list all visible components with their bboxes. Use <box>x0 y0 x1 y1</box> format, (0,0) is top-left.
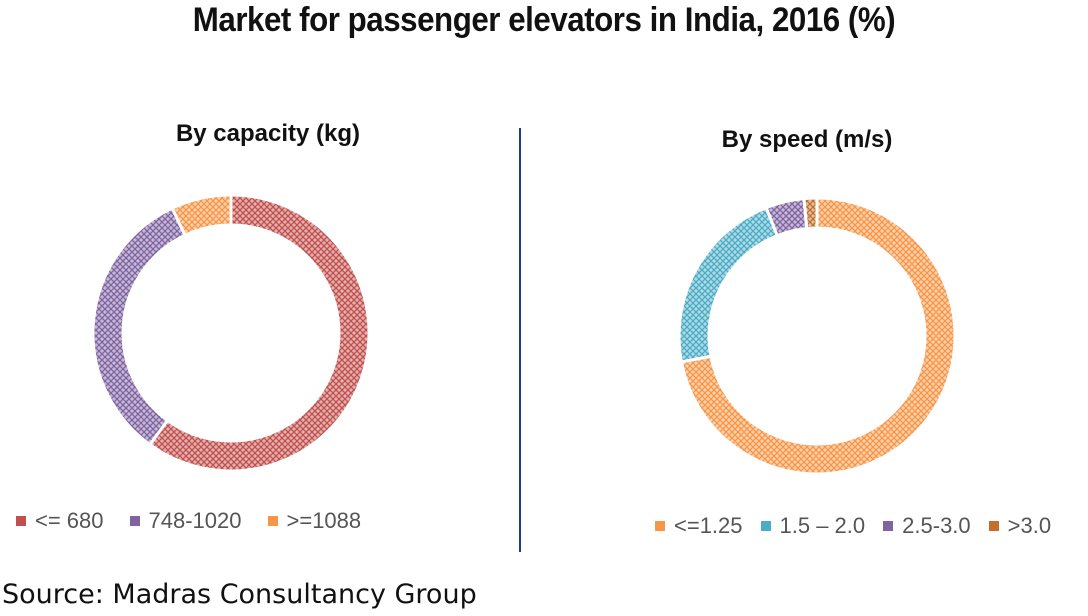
legend-item: <=1.25 <box>655 513 743 539</box>
legend-label: >=1088 <box>286 508 362 533</box>
donut-slice-1-5-2-0 <box>677 205 780 364</box>
legend-label: 748-1020 <box>148 508 242 533</box>
speed-chart-title: By speed (m/s) <box>721 126 893 153</box>
capacity-legend: <= 680 748-1020 >=1088 <box>16 508 361 534</box>
legend-swatch <box>760 521 771 531</box>
legend-label: >3.0 <box>1007 513 1052 538</box>
vertical-divider <box>519 128 521 552</box>
legend-swatch <box>267 516 278 526</box>
legend-swatch <box>129 516 140 526</box>
donut-slice-1088 <box>170 193 233 238</box>
legend-item: <= 680 <box>16 508 104 534</box>
legend-swatch <box>988 521 999 531</box>
capacity-donut <box>91 193 371 473</box>
speed-donut <box>677 196 957 476</box>
legend-label: 1.5 – 2.0 <box>779 513 866 538</box>
legend-swatch <box>655 521 665 531</box>
legend-label: <=1.25 <box>674 513 743 538</box>
legend-item: >3.0 <box>988 513 1052 539</box>
donut-slice-748-1020 <box>91 206 188 447</box>
donut-slice-680 <box>147 193 371 473</box>
page-title: Market for passenger elevators in India,… <box>192 1 896 39</box>
legend-item: 748-1020 <box>129 508 242 534</box>
legend-item: 1.5 – 2.0 <box>760 513 866 539</box>
donut-slice-1-25 <box>679 196 957 476</box>
legend-item: 2.5-3.0 <box>883 513 971 539</box>
legend-label: <= 680 <box>35 508 104 533</box>
legend-swatch <box>883 521 894 531</box>
legend-swatch <box>16 516 26 526</box>
speed-legend: <=1.25 1.5 – 2.0 2.5-3.0 >3.0 <box>655 513 1051 539</box>
donut-slice-3-0 <box>802 196 819 231</box>
capacity-chart-title: By capacity (kg) <box>175 120 361 147</box>
legend-label: 2.5-3.0 <box>902 513 971 538</box>
legend-item: >=1088 <box>267 508 362 534</box>
source-note: Source: Madras Consultancy Group <box>2 579 477 610</box>
